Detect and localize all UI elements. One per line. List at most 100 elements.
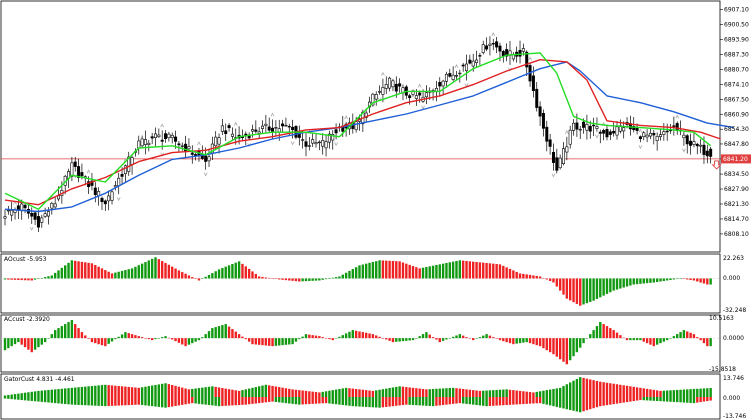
- gator-upper-bar: [659, 390, 662, 397]
- accust-bar: [558, 338, 562, 360]
- gator-lower-bar: [217, 397, 221, 407]
- gator-lower-bar: [605, 397, 609, 406]
- gator-upper-bar: [565, 384, 569, 397]
- accust-bar: [100, 338, 104, 346]
- accust-bar: [635, 338, 639, 341]
- accust-bar: [147, 338, 151, 340]
- accust-bar: [562, 338, 565, 362]
- accust-bar: [291, 338, 294, 345]
- accust-bar: [150, 338, 154, 341]
- gator-upper-bar: [622, 385, 625, 397]
- gator-lower-bar: [508, 397, 512, 405]
- aocust-bar: [217, 269, 221, 279]
- aocust-bar: [535, 275, 538, 279]
- gator-upper-bar: [344, 387, 348, 397]
- aocust-bar: [104, 270, 107, 279]
- aocust-bar: [655, 278, 659, 282]
- candle-body: [642, 132, 646, 137]
- candle-body: [535, 88, 539, 108]
- candle-body: [30, 212, 34, 217]
- accust-bar: [665, 338, 669, 341]
- fractal-up-marker: [233, 121, 238, 126]
- gator-lower-bar: [144, 397, 147, 406]
- accust-bar: [197, 338, 201, 341]
- gator-upper-bar: [361, 389, 365, 397]
- accust-bar: [127, 333, 130, 339]
- accust-panel[interactable]: [0, 314, 721, 373]
- aocust-bar: [207, 274, 211, 279]
- aocust-bar: [110, 273, 114, 279]
- gator-lower-bar: [492, 397, 495, 406]
- price-tick-label-10: 6874.10: [724, 81, 749, 88]
- gator-lower-bar: [435, 397, 438, 406]
- candle-body: [461, 64, 465, 67]
- candle-body: [652, 132, 656, 136]
- price-tick-label-15: 6907.10: [724, 7, 749, 14]
- accust-bar: [542, 338, 545, 349]
- gatorcust-max-label: 13.746: [723, 375, 744, 382]
- candle-body: [140, 138, 144, 147]
- accust-bar: [528, 338, 532, 344]
- gator-upper-bar: [612, 383, 615, 397]
- gator-upper-bar: [117, 386, 120, 397]
- price-tick-label-12: 6887.30: [724, 51, 749, 58]
- gator-lower-bar: [582, 397, 585, 412]
- aocust-bar: [17, 278, 20, 280]
- candle-body: [314, 142, 318, 145]
- gator-lower-bar: [3, 397, 7, 399]
- aocust-bar: [127, 269, 130, 279]
- aocust-bar: [699, 278, 702, 283]
- gator-upper-bar: [649, 389, 652, 397]
- gator-lower-bar: [304, 397, 308, 405]
- candle-body: [531, 75, 535, 92]
- candle-body: [689, 140, 693, 146]
- gator-lower-bar: [80, 397, 84, 406]
- accust-bar: [582, 338, 585, 344]
- accust-bar: [438, 338, 441, 343]
- aocust-bar: [538, 276, 542, 279]
- candle-body: [117, 177, 121, 186]
- gator-upper-bar: [27, 392, 30, 397]
- accust-bar: [284, 338, 288, 345]
- accust-bar: [247, 338, 251, 342]
- accust-bar: [47, 338, 50, 339]
- candle-body: [174, 136, 178, 142]
- gator-upper-bar: [140, 387, 144, 397]
- gator-lower-bar: [562, 397, 565, 409]
- gator-lower-bar: [625, 397, 629, 403]
- candle-body: [331, 134, 335, 141]
- main-price-panel[interactable]: [0, 0, 735, 253]
- gator-lower-bar: [7, 397, 10, 399]
- gator-lower-bar: [338, 397, 341, 405]
- gatorcust-panel[interactable]: [0, 373, 721, 420]
- aocust-bar: [251, 271, 254, 279]
- accust-bar: [341, 335, 344, 339]
- candle-body: [264, 123, 268, 126]
- gator-upper-bar: [308, 391, 311, 397]
- price-tick-label-13: 6893.90: [724, 36, 749, 43]
- aocust-bar: [221, 268, 224, 279]
- aocust-zero-label: 0.000: [723, 275, 740, 282]
- gator-upper-bar: [43, 390, 47, 397]
- gator-lower-bar: [649, 397, 652, 401]
- aocust-bar: [204, 276, 207, 279]
- aocust-bar: [247, 268, 251, 279]
- accust-bar: [589, 334, 592, 339]
- aocust-bar: [191, 277, 194, 279]
- candle-body: [458, 72, 462, 75]
- gator-lower-bar: [405, 397, 408, 405]
- accust-bar: [234, 331, 237, 339]
- aocust-panel[interactable]: [0, 253, 721, 314]
- gator-lower-bar: [609, 397, 612, 405]
- aocust-bar: [130, 268, 134, 279]
- candle-body: [602, 130, 606, 134]
- gator-upper-bar: [261, 385, 264, 397]
- gator-upper-bar: [184, 388, 187, 397]
- gator-lower-bar: [37, 397, 40, 402]
- price-axis: 6808.10 6814.70 6821.30 6827.90 6834.50 6841.…: [720, 7, 749, 238]
- aocust-bar: [689, 278, 692, 280]
- gator-upper-bar: [522, 391, 525, 397]
- aocust-bar: [515, 271, 518, 279]
- accust-bar: [595, 326, 599, 339]
- candle-body: [558, 157, 562, 169]
